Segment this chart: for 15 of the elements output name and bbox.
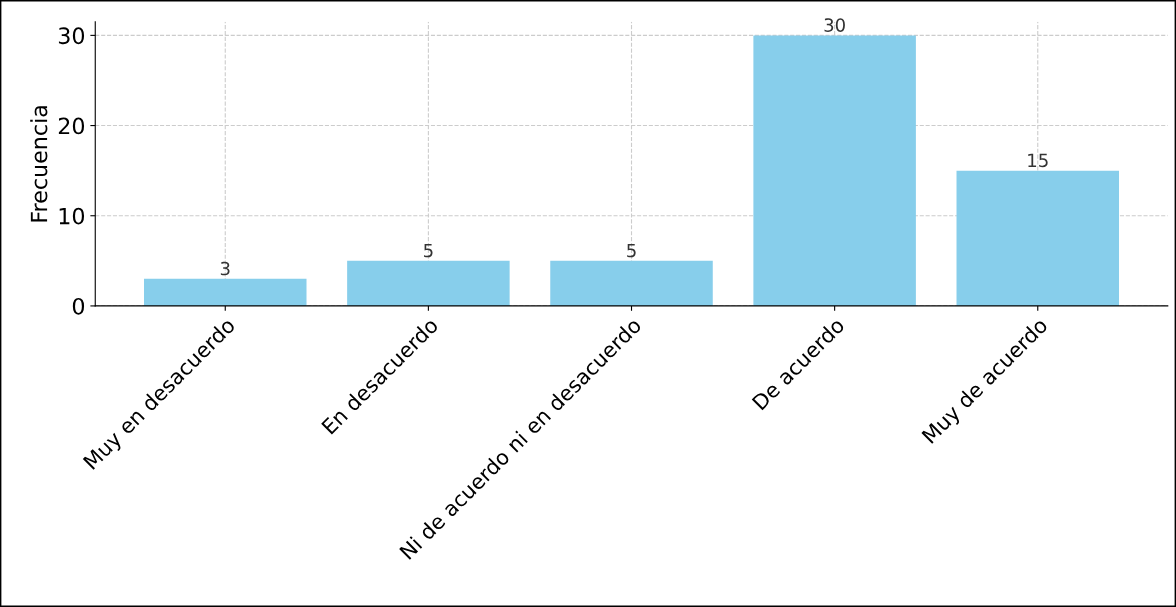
data-label: 30 (824, 18, 845, 32)
bar (956, 170, 1120, 306)
y-tick-label: 30 (58, 27, 85, 45)
y-axis-title: Frecuencia (30, 106, 48, 222)
y-tick-label: 0 (72, 297, 85, 315)
y-tick-label: 10 (59, 207, 85, 225)
data-label: 5 (424, 243, 433, 258)
bar (753, 35, 916, 306)
data-label: 5 (627, 243, 636, 258)
y-tick-label: 20 (58, 117, 85, 135)
bar (144, 278, 307, 306)
bar (550, 260, 713, 306)
bar (347, 260, 510, 306)
data-label: 15 (1028, 153, 1048, 168)
data-label: 3 (220, 261, 230, 276)
